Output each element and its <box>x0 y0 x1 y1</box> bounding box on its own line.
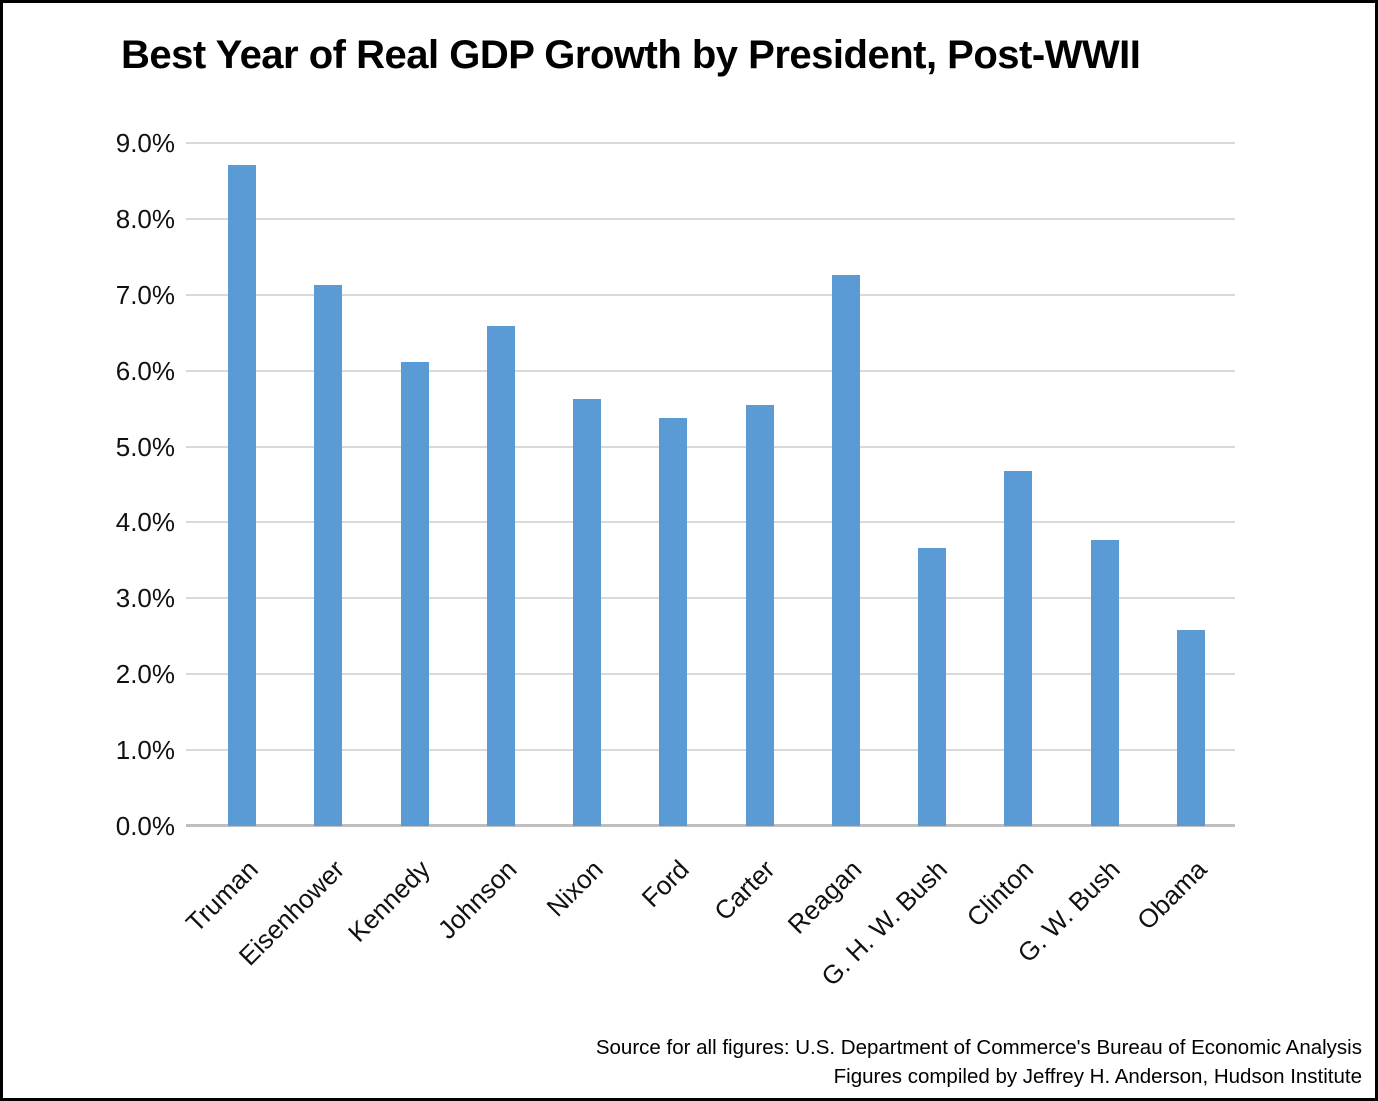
bar-reagan <box>831 275 860 826</box>
y-tick-label: 4.0% <box>115 507 175 538</box>
bar-truman <box>228 165 257 826</box>
gridline <box>186 597 1235 600</box>
gridline <box>186 369 1235 372</box>
source-line-1: Source for all figures: U.S. Department … <box>595 1036 1362 1059</box>
y-tick-label: 9.0% <box>115 128 175 158</box>
gridline <box>186 142 1235 144</box>
gridline <box>186 673 1235 676</box>
y-tick-label: 1.0% <box>115 735 175 766</box>
source-line-2: Figures compiled by Jeffrey H. Anderson,… <box>833 1065 1362 1088</box>
gridline <box>186 293 1235 296</box>
plot-gridlines <box>186 142 1235 827</box>
y-axis-tick-labels: 9.0% 8.0% 7.0% 6.0% 5.0% 4.0% 3.0% 2.0% 1.0% 0.0% <box>3 3 175 1098</box>
bar-g-w-bush <box>1090 539 1119 826</box>
y-tick-label: 3.0% <box>115 583 175 614</box>
bar-carter <box>745 404 774 826</box>
y-tick-label: 5.0% <box>115 431 175 462</box>
gridline <box>186 749 1235 752</box>
y-tick-label: 8.0% <box>115 203 175 234</box>
y-tick-label: 0.0% <box>115 811 175 841</box>
y-tick-label: 2.0% <box>115 659 175 690</box>
gridline <box>186 521 1235 524</box>
x-category-label: Johnson <box>431 854 523 945</box>
x-category-label: Kennedy <box>342 854 436 948</box>
bar-eisenhower <box>314 284 343 826</box>
bar-g-h-w-bush <box>918 548 947 826</box>
bar-clinton <box>1004 470 1033 826</box>
source-note: Source for all figures: U.S. Department … <box>596 1033 1362 1091</box>
bar-nixon <box>573 398 602 826</box>
x-category-label: Clinton <box>961 854 1040 933</box>
bar-obama <box>1176 630 1205 826</box>
x-category-label: Obama <box>1130 854 1213 936</box>
bar-johnson <box>486 325 515 826</box>
bar-kennedy <box>400 361 429 826</box>
bar-ford <box>659 417 688 826</box>
x-category-label: Reagan <box>781 854 868 940</box>
y-tick-label: 7.0% <box>115 279 175 310</box>
bar-series <box>199 143 1234 826</box>
x-axis-line <box>186 824 1235 827</box>
x-category-label: Truman <box>179 854 264 938</box>
chart-title: Best Year of Real GDP Growth by Presiden… <box>121 33 1141 77</box>
gridline <box>186 445 1235 448</box>
x-category-label: Ford <box>635 854 695 914</box>
x-category-label: Carter <box>708 854 781 927</box>
y-tick-label: 6.0% <box>115 355 175 386</box>
gridline <box>186 217 1235 220</box>
x-category-label: Nixon <box>540 854 609 923</box>
